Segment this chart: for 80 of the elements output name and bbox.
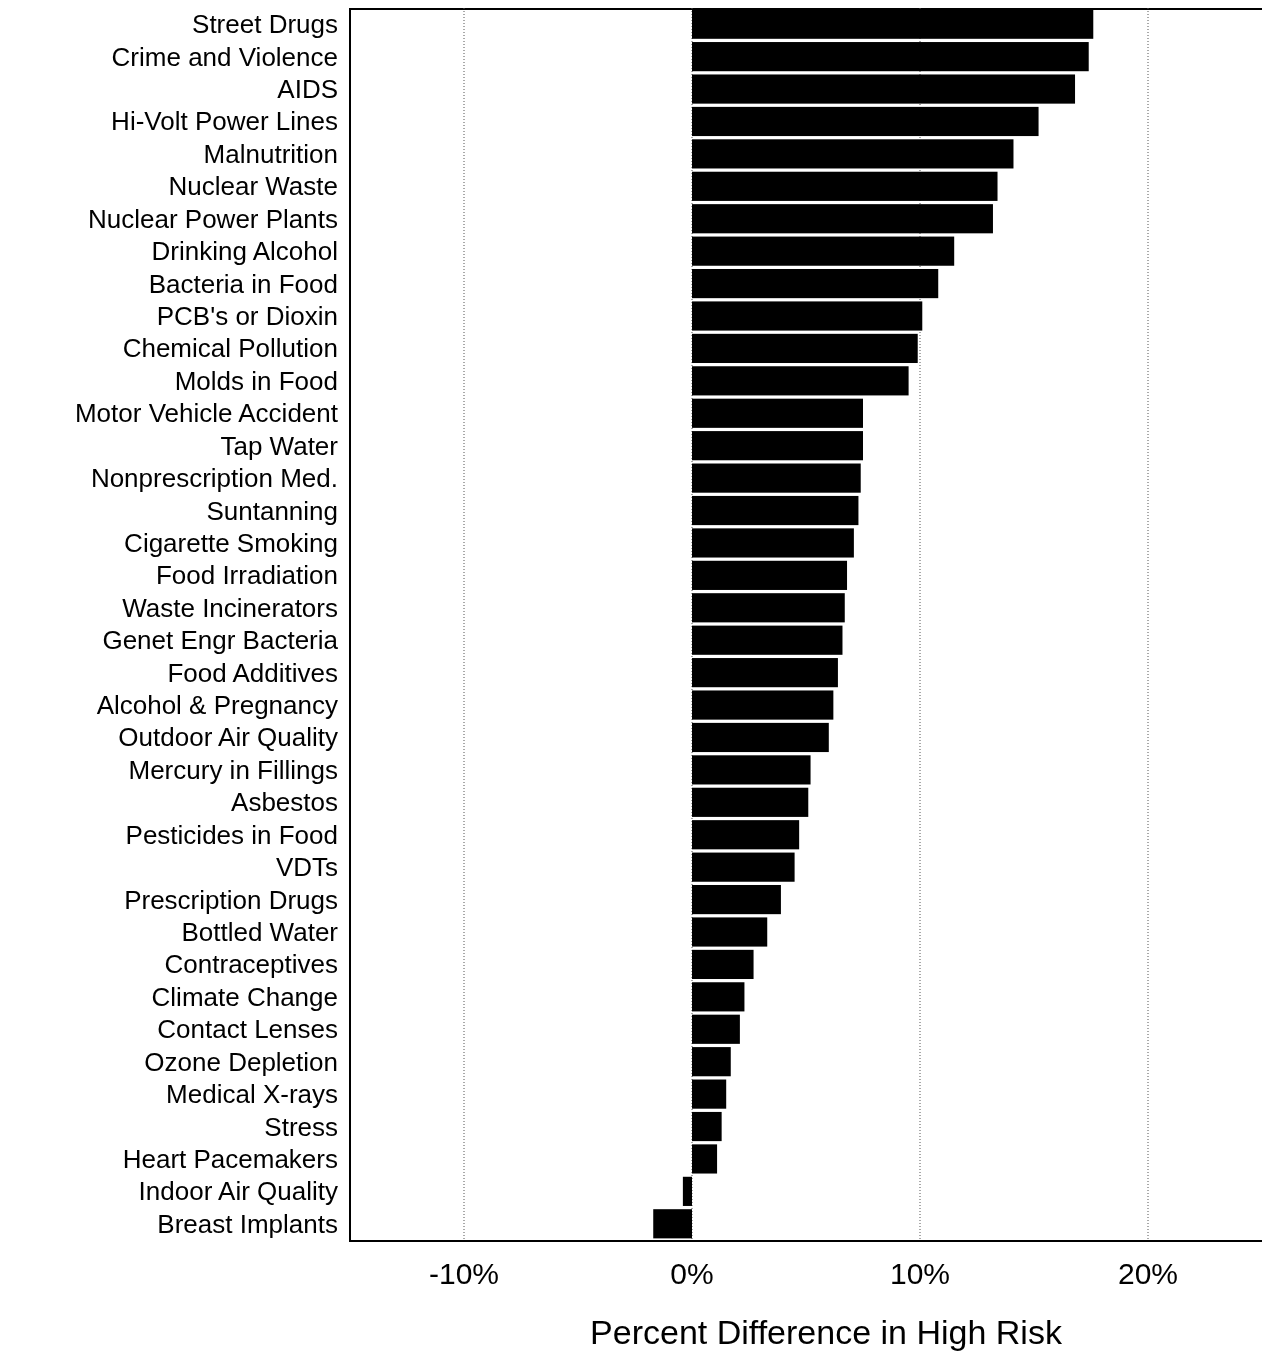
- x-tick-label: 0%: [670, 1257, 714, 1290]
- bar: [653, 1209, 692, 1239]
- bar: [692, 495, 859, 526]
- y-tick-label: Chemical Pollution: [122, 333, 338, 364]
- y-tick-label: Molds in Food: [174, 365, 338, 396]
- y-tick-label: Nonprescription Med.: [90, 463, 338, 494]
- y-tick-label: Malnutrition: [203, 138, 338, 169]
- y-tick-label: Bottled Water: [181, 917, 339, 947]
- bar: [692, 560, 848, 590]
- bar: [692, 398, 863, 428]
- y-tick-label: Contraceptives: [164, 949, 338, 980]
- y-tick-label: Drinking Alcohol: [151, 236, 338, 267]
- y-tick-label: Asbestos: [231, 787, 338, 818]
- y-tick-label: AIDS: [277, 74, 338, 105]
- bar: [692, 1014, 740, 1044]
- y-tick-label: Street Drugs: [192, 9, 338, 40]
- x-tick-label: 20%: [1117, 1257, 1179, 1290]
- bar: [692, 852, 795, 882]
- y-tick-label: Genet Engr Bacteria: [102, 625, 339, 656]
- y-tick-label: Alcohol & Pregnancy: [96, 690, 338, 721]
- y-tick-label: Breast Implants: [157, 1208, 338, 1239]
- bar: [692, 982, 745, 1012]
- y-tick-label: Heart Pacemakers: [122, 1143, 338, 1174]
- y-tick-label: Motor Vehicle Accident: [74, 398, 339, 429]
- bar: [692, 593, 845, 623]
- bar: [692, 139, 1014, 169]
- y-tick-label: Bacteria in Food: [148, 268, 338, 299]
- bar: [692, 333, 918, 364]
- y-tick-label: PCB's or Dioxin: [156, 301, 338, 331]
- y-tick-label: Pesticides in Food: [125, 819, 338, 850]
- y-tick-label: Tap Water: [220, 430, 339, 461]
- y-tick-label: Nuclear Waste: [168, 171, 338, 202]
- bar: [692, 74, 1076, 104]
- bar: [692, 42, 1089, 72]
- x-tick-label: -10%: [428, 1257, 500, 1290]
- bar: [692, 917, 768, 947]
- bar: [692, 1079, 727, 1109]
- bar: [692, 658, 838, 688]
- y-tick-label: Food Irradiation: [155, 560, 338, 591]
- x-axis-title: Percent Difference in High Risk: [590, 1313, 1063, 1351]
- bar: [692, 1111, 722, 1142]
- y-tick-label: VDTs: [275, 852, 338, 883]
- bar: [692, 787, 809, 817]
- y-tick-label: Indoor Air Quality: [138, 1176, 338, 1207]
- y-tick-label: Hi-Volt Power Lines: [111, 106, 338, 137]
- bar: [692, 528, 854, 558]
- bar: [692, 884, 781, 915]
- bar: [692, 625, 843, 655]
- bar: [692, 820, 800, 850]
- bar: [692, 171, 998, 201]
- bar: [692, 431, 863, 461]
- bar: [692, 366, 909, 396]
- x-tick-label: 10%: [889, 1257, 951, 1290]
- y-tick-label: Cigarette Smoking: [124, 527, 338, 558]
- y-tick-label: Outdoor Air Quality: [118, 722, 338, 753]
- bar: [692, 949, 754, 980]
- y-tick-label: Prescription Drugs: [124, 884, 338, 915]
- bar: [692, 301, 923, 331]
- bar: [692, 268, 939, 299]
- bar: [692, 722, 829, 753]
- y-tick-label: Contact Lenses: [157, 1014, 338, 1045]
- bar: [692, 755, 811, 785]
- y-tick-label: Medical X-rays: [166, 1079, 338, 1110]
- y-tick-label: Mercury in Fillings: [128, 754, 338, 785]
- y-tick-label: Food Additives: [167, 657, 338, 688]
- bar: [692, 106, 1039, 137]
- bar: [692, 690, 834, 720]
- bar: [692, 463, 861, 493]
- bar: [692, 204, 993, 234]
- y-tick-label: Stress: [264, 1111, 338, 1142]
- y-tick-label: Climate Change: [151, 981, 338, 1012]
- bar: [692, 236, 955, 266]
- bar: [682, 1176, 692, 1206]
- y-tick-label: Nuclear Power Plants: [88, 203, 338, 234]
- y-tick-label: Crime and Violence: [111, 41, 338, 72]
- y-tick-label: Ozone Depletion: [144, 1046, 338, 1077]
- y-tick-label: Suntanning: [206, 495, 338, 526]
- bar: [692, 1144, 718, 1174]
- y-tick-label: Waste Incinerators: [122, 592, 338, 623]
- bar: [692, 1047, 731, 1077]
